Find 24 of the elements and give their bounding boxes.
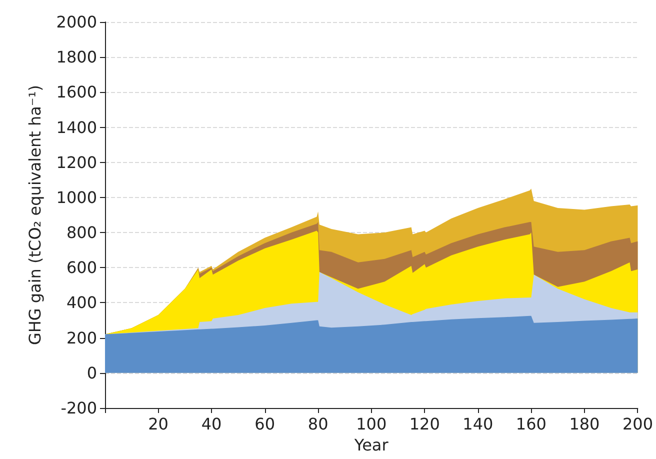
x-tick-label: 180 xyxy=(569,414,600,434)
x-axis-title: Year xyxy=(353,435,389,454)
x-tick-label: 120 xyxy=(409,414,440,434)
y-tick-label: 2000 xyxy=(56,12,97,32)
x-tick-label: 40 xyxy=(201,414,222,434)
x-tick-label: 60 xyxy=(254,414,275,434)
y-axis-title: GHG gain (tCO₂ equivalent ha⁻¹) xyxy=(26,84,44,346)
y-tick-label: 200 xyxy=(66,328,97,348)
y-tick-label: 600 xyxy=(66,258,97,278)
y-tick-label: 1800 xyxy=(56,48,97,67)
y-tick-label: 400 xyxy=(66,293,97,312)
x-tick-label: 80 xyxy=(308,414,328,434)
y-tick-label: 1000 xyxy=(56,188,97,207)
y-tick-label: -200 xyxy=(60,398,97,418)
y-tick-label: 1200 xyxy=(56,152,97,172)
x-tick-label: 20 xyxy=(148,414,168,434)
x-tick-label: 200 xyxy=(622,414,654,434)
x-tick-label: 140 xyxy=(462,414,494,434)
y-tick-label: 1400 xyxy=(56,118,97,137)
y-tick-label: 800 xyxy=(66,223,97,242)
y-tick-label: 1600 xyxy=(56,82,97,102)
y-tick-label: 0 xyxy=(86,363,97,382)
x-tick-label: 160 xyxy=(516,414,546,434)
x-tick-label: 100 xyxy=(356,414,387,434)
